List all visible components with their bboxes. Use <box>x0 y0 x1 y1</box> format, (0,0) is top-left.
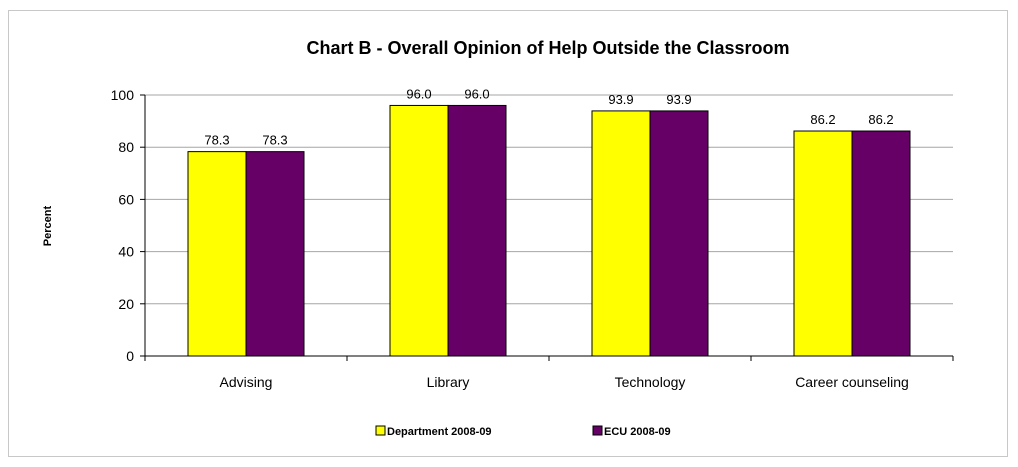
category-label: Technology <box>615 374 686 390</box>
legend-label: ECU 2008-09 <box>604 426 671 438</box>
bar-library-series-1 <box>389 104 449 357</box>
data-label: 86.2 <box>810 112 835 127</box>
bar-advising-series-1 <box>187 151 247 357</box>
y-tick-label: 100 <box>111 87 135 103</box>
bar-advising-series-2 <box>245 151 305 357</box>
data-label: 96.0 <box>406 86 431 101</box>
y-tick-label: 40 <box>118 244 134 260</box>
data-label: 86.2 <box>868 112 893 127</box>
y-tick-label: 0 <box>126 348 134 364</box>
category-label: Library <box>427 374 470 390</box>
y-tick-label: 80 <box>118 139 134 155</box>
category-labels: Advising Library Technology Career counseli… <box>220 356 909 390</box>
bar-technology-series-1 <box>591 110 651 357</box>
axes <box>144 95 954 361</box>
legend-swatch <box>375 425 386 436</box>
category-label: Career counseling <box>795 374 909 390</box>
bar-library-series-2 <box>447 104 507 357</box>
category-label: Advising <box>220 374 273 390</box>
data-label: 78.3 <box>262 133 287 148</box>
legend-label: Department 2008-09 <box>387 426 492 438</box>
y-tick-label: 60 <box>118 191 134 207</box>
y-tick-label: 20 <box>118 296 134 312</box>
data-label: 93.9 <box>666 92 691 107</box>
bar-career-counseling-series-1 <box>793 130 853 357</box>
data-label: 96.0 <box>464 86 489 101</box>
bars: 78.3 78.3 96.0 96.0 93.9 93.9 86.2 86.2 <box>187 86 911 357</box>
y-axis-label: Percent <box>42 205 54 246</box>
data-label: 93.9 <box>608 92 633 107</box>
y-axis-ticks: 0 20 40 60 80 100 <box>111 87 145 364</box>
data-label: 78.3 <box>204 133 229 148</box>
legend: Department 2008-09 ECU 2008-09 <box>375 425 671 438</box>
legend-swatch <box>592 425 603 436</box>
bar-career-counseling-series-2 <box>851 130 911 357</box>
bar-technology-series-2 <box>649 110 709 357</box>
chart-title: Chart B - Overall Opinion of Help Outsid… <box>306 38 789 58</box>
